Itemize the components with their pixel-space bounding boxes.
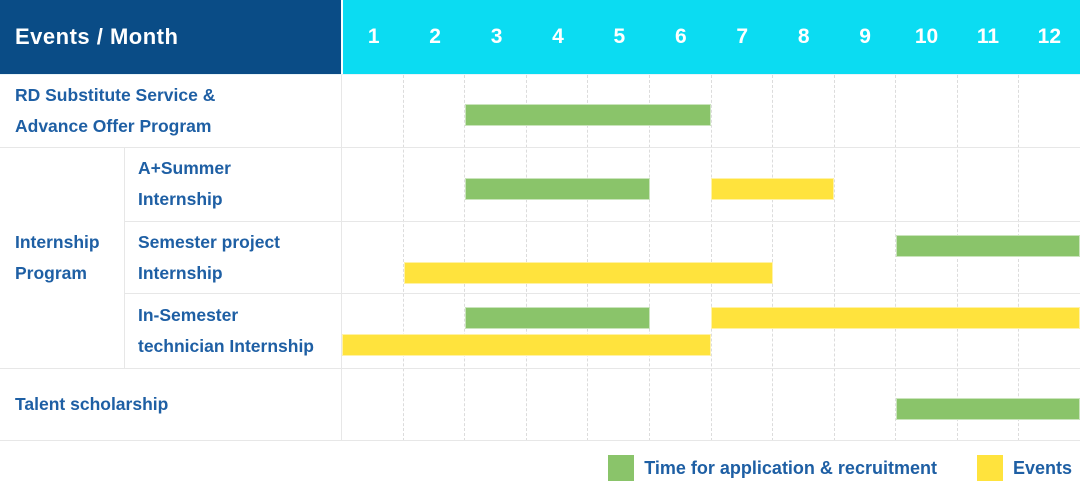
- month-header-3: 3: [466, 25, 527, 49]
- row-label-line: Internship: [138, 184, 341, 215]
- row-rd-substitute: RD Substitute Service & Advance Offer Pr…: [0, 75, 1080, 148]
- application-bar: [896, 235, 1080, 257]
- month-header-2: 2: [404, 25, 465, 49]
- group-internship-program: Internship Program A+Summer Internship S…: [0, 148, 1080, 369]
- row-label: In-Semester technician Internship: [124, 294, 341, 368]
- application-bar: [465, 104, 711, 126]
- event-legend-swatch: [977, 455, 1003, 481]
- event-bar: [711, 178, 834, 200]
- row-talent-scholarship: Talent scholarship: [0, 369, 1080, 441]
- row-label-line: RD Substitute Service &: [15, 80, 341, 111]
- month-header-5: 5: [589, 25, 650, 49]
- row-in-semester-technician-internship: In-Semester technician Internship: [124, 294, 1080, 368]
- group-label-line: Internship: [15, 227, 124, 258]
- chart-body: RD Substitute Service & Advance Offer Pr…: [0, 74, 1080, 441]
- application-bar: [465, 307, 650, 329]
- application-legend-swatch: [608, 455, 634, 481]
- application-bar: [465, 178, 650, 200]
- events-month-header: Events / Month: [0, 0, 341, 74]
- month-header-11: 11: [957, 25, 1018, 49]
- month-header-4: 4: [527, 25, 588, 49]
- month-header-7: 7: [712, 25, 773, 49]
- event-bar: [711, 307, 1080, 329]
- row-label: A+Summer Internship: [124, 148, 341, 221]
- month-header-10: 10: [896, 25, 957, 49]
- month-header-8: 8: [773, 25, 834, 49]
- month-header-12: 12: [1019, 25, 1080, 49]
- application-legend-label: Time for application & recruitment: [644, 458, 937, 479]
- event-bar: [342, 334, 711, 356]
- row-label-line: Internship: [138, 258, 341, 289]
- month-header-1: 1: [343, 25, 404, 49]
- row-label: Semester project Internship: [124, 222, 341, 294]
- row-timeline: [341, 294, 1080, 368]
- group-label-line: Program: [15, 258, 124, 289]
- row-label: RD Substitute Service & Advance Offer Pr…: [0, 75, 341, 147]
- event-legend-label: Events: [1013, 458, 1072, 479]
- month-header-6: 6: [650, 25, 711, 49]
- row-timeline: [341, 75, 1080, 147]
- application-bar: [896, 398, 1080, 420]
- row-label-line: Advance Offer Program: [15, 111, 341, 142]
- row-semester-project-internship: Semester project Internship: [124, 222, 1080, 295]
- header-title: Events / Month: [15, 24, 178, 50]
- row-label-line: A+Summer: [138, 153, 341, 184]
- row-label-line: Talent scholarship: [15, 389, 341, 420]
- row-label-line: technician Internship: [138, 331, 341, 362]
- row-label-line: In-Semester: [138, 300, 341, 331]
- row-timeline: [341, 148, 1080, 221]
- row-timeline: [341, 222, 1080, 294]
- month-header-9: 9: [834, 25, 895, 49]
- group-label: Internship Program: [0, 148, 124, 368]
- legend: Time for application & recruitment Event…: [0, 441, 1080, 495]
- row-timeline: [341, 369, 1080, 440]
- row-label-line: Semester project: [138, 227, 341, 258]
- row-a-summer-internship: A+Summer Internship: [124, 148, 1080, 222]
- row-label: Talent scholarship: [0, 369, 341, 440]
- event-bar: [404, 262, 773, 284]
